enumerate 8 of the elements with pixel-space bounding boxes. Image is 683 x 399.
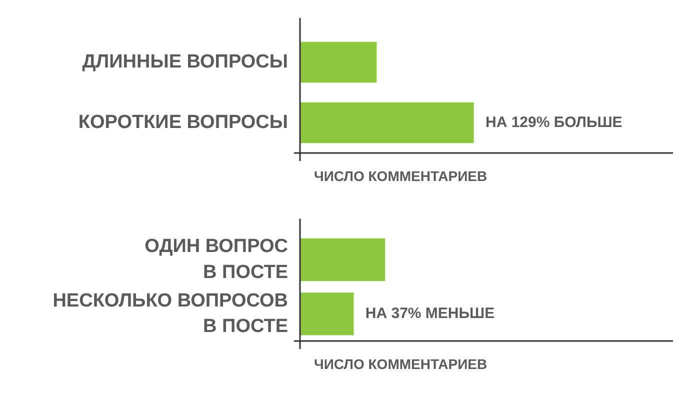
x-axis-title: ЧИСЛО КОММЕНТАРИЕВ xyxy=(314,356,488,372)
y-tick-label: НЕСКОЛЬКО ВОПРОСОВ В ПОСТЕ xyxy=(52,290,288,337)
annotation: НА 129% БОЛЬШЕ xyxy=(485,114,622,131)
x-axis-title: ЧИСЛО КОММЕНТАРИЕВ xyxy=(314,168,488,184)
y-tick-label: ОДИН ВОПРОС В ПОСТЕ xyxy=(144,236,288,283)
y-tick-label: КОРОТКИЕ ВОПРОСЫ xyxy=(78,112,288,133)
y-tick-label: ДЛИННЫЕ ВОПРОСЫ xyxy=(82,51,288,72)
annotation: НА 37% МЕНЬШЕ xyxy=(365,305,495,322)
